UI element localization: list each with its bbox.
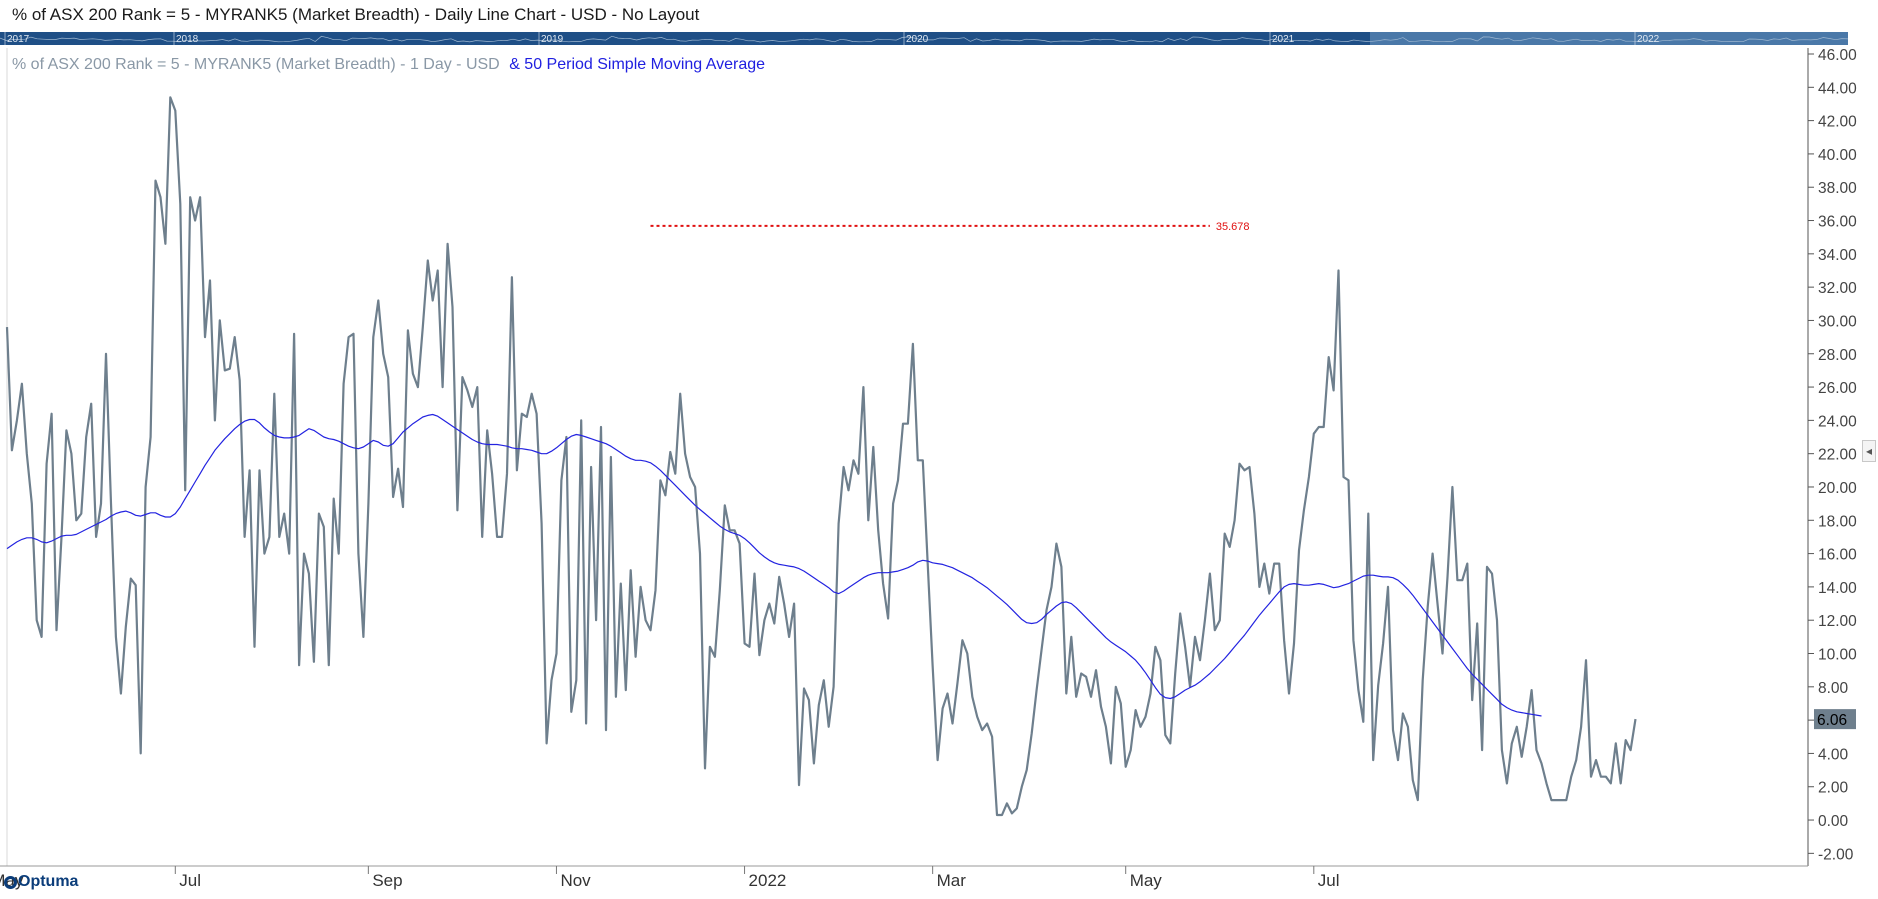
y-tick-label: 2.00 — [1818, 780, 1849, 797]
navigator-year-label: 2022 — [1637, 34, 1660, 45]
plot-area — [0, 48, 1809, 867]
resistance-label: 35.678 — [1216, 221, 1250, 233]
navigator-bar[interactable]: 2017 2018 2019 2020 2021 2022 — [0, 32, 1849, 45]
navigator-years: 2017 2018 2019 2020 2021 2022 — [4, 32, 1660, 45]
navigator-year-label: 2017 — [7, 34, 30, 45]
optuma-logo-icon — [4, 876, 17, 889]
y-tick-label: 38.00 — [1818, 180, 1857, 197]
y-tick-label: 14.00 — [1818, 580, 1857, 597]
y-tick-label: 12.00 — [1818, 613, 1857, 630]
y-tick-label: 26.00 — [1818, 380, 1857, 397]
navigator-window[interactable] — [1370, 32, 1848, 45]
x-tick-label: Jul — [1318, 871, 1340, 890]
last-value-label: 6.06 — [1817, 712, 1847, 729]
window-title: % of ASX 200 Rank = 5 - MYRANK5 (Market … — [12, 5, 700, 24]
series-line-price — [5, 96, 1637, 817]
last-value-badge-box — [1814, 709, 1856, 730]
y-tick-label: 20.00 — [1818, 480, 1857, 497]
last-value-badge: 6.06 — [1814, 709, 1856, 730]
navigator-year-label: 2021 — [1272, 34, 1295, 45]
y-tick-label: -2.00 — [1818, 846, 1854, 863]
y-tick-label: 4.00 — [1818, 746, 1849, 763]
resistance-level[interactable]: 35.678 — [650, 221, 1250, 233]
x-tick-label: May — [1130, 871, 1163, 890]
x-tick-label: Sep — [372, 871, 402, 890]
y-tick-label: 44.00 — [1818, 80, 1857, 97]
optuma-logo-text: Optuma — [18, 873, 79, 890]
legend: % of ASX 200 Rank = 5 - MYRANK5 (Market … — [12, 56, 765, 73]
y-tick-label: 46.00 — [1818, 47, 1857, 64]
series-line-moving-average — [6, 413, 1542, 717]
y-tick-label: 30.00 — [1818, 313, 1857, 330]
x-tick-label: Jul — [179, 871, 201, 890]
y-tick-label: 32.00 — [1818, 280, 1857, 297]
y-axis: 46.00 44.00 42.00 40.00 38.00 36.00 34.00 32.00… — [1808, 47, 1857, 863]
y-tick-label: 42.00 — [1818, 114, 1857, 131]
y-tick-label: 22.00 — [1818, 447, 1857, 464]
y-tick-label: 8.00 — [1818, 680, 1849, 697]
navigator-year-label: 2019 — [541, 34, 564, 45]
y-tick-label: 40.00 — [1818, 147, 1857, 164]
y-tick-label: 0.00 — [1818, 813, 1849, 830]
navigator-line — [0, 35, 1849, 43]
x-tick-label: Nov — [560, 871, 591, 890]
y-tick-label: 36.00 — [1818, 214, 1857, 231]
y-tick-label: 28.00 — [1818, 347, 1857, 364]
navigator-year-label: 2018 — [176, 34, 199, 45]
y-tick-label: 10.00 — [1818, 647, 1857, 664]
y-tick-label: 24.00 — [1818, 413, 1857, 430]
x-axis: MayJulSepNov2022MarMayJul — [0, 866, 1340, 890]
y-tick-label: 34.00 — [1818, 247, 1857, 264]
optuma-logo: Optuma — [4, 873, 78, 891]
x-tick-label: Mar — [937, 871, 967, 890]
y-tick-label: 18.00 — [1818, 513, 1857, 530]
chevron-left-icon[interactable]: ◂ — [1862, 440, 1876, 462]
x-tick-label: 2022 — [749, 871, 787, 890]
legend-series: % of ASX 200 Rank = 5 - MYRANK5 (Market … — [12, 56, 500, 73]
y-tick-label: 16.00 — [1818, 547, 1857, 564]
navigator-year-label: 2020 — [906, 34, 929, 45]
legend-ma: & 50 Period Simple Moving Average — [509, 56, 765, 73]
